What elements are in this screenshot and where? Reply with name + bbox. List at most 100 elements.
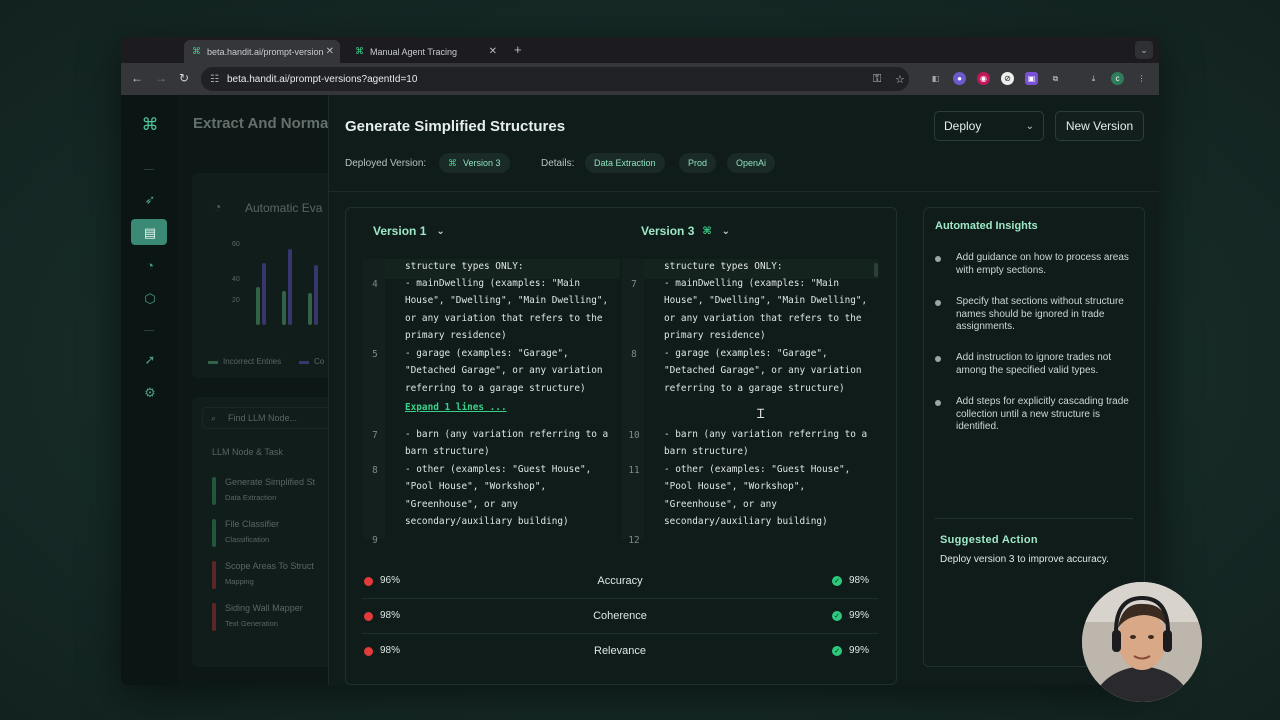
download-icon[interactable]: ⤓ (1091, 73, 1096, 83)
metric-left-value: 96% (380, 575, 401, 586)
panel-title: Generate Simplified Structures (345, 118, 566, 135)
evaluation-card: ◔ Automatic Eva 60 40 20 Incorrect Entri… (192, 173, 342, 378)
metric-row: 98% Relevance ✓ 99% (362, 635, 878, 669)
right-gutter (622, 259, 644, 539)
chart-bar (308, 293, 312, 325)
suggested-action-text: Deploy version 3 to improve accuracy. (940, 554, 1109, 565)
chart-bar (314, 265, 318, 325)
metric-name: Relevance (594, 645, 646, 657)
llm-node-list-header: LLM Node & Task (212, 447, 283, 457)
code-line: - garage (examples: "Garage", "Detached … (405, 348, 603, 394)
rail-active-item[interactable] (131, 219, 167, 245)
tab-search-chevron-icon[interactable]: ⌄ (1135, 41, 1153, 59)
expand-lines-link[interactable]: Expand 1 lines ... (405, 402, 507, 413)
line-highlight (385, 259, 620, 279)
node-task: Mapping (225, 577, 254, 586)
code-line: - mainDwelling (examples: "Main House", … (664, 278, 868, 342)
bullet-dot (935, 300, 941, 306)
search-icon: ⌕ (211, 413, 217, 423)
legend-label: Incorrect Entries (223, 357, 282, 366)
metric-name: Coherence (593, 610, 647, 622)
node-name[interactable]: File Classifier (225, 519, 280, 529)
left-version-selector[interactable]: Version 1 ⌄ (373, 224, 445, 238)
tab-title: beta.handit.ai/prompt-version (207, 46, 324, 57)
tab-strip: ⌘ beta.handit.ai/prompt-version ✕ ⌘ Manu… (121, 37, 1159, 63)
cube-icon[interactable]: ⬡ (144, 291, 156, 306)
forward-icon[interactable]: → (155, 71, 167, 85)
bullet-dot (935, 356, 941, 362)
back-icon[interactable]: ← (131, 71, 143, 85)
site-settings-icon[interactable]: ☷ (210, 73, 219, 85)
detail-badge: OpenAi (727, 153, 776, 173)
right-version-selector[interactable]: Version 3 ⌘ ⌄ (641, 224, 730, 238)
metric-right-value: 99% (849, 610, 870, 621)
handit-logo-icon: ⌘ (355, 46, 364, 56)
evaluation-card-title: Automatic Eva (245, 201, 323, 215)
settings-gear-icon[interactable]: ⚙ (144, 385, 156, 400)
llm-node-search[interactable]: ⌕ Find LLM Node... (202, 407, 342, 429)
prompt-versions-icon[interactable]: ▤ (143, 225, 157, 240)
code-line: structure types ONLY: (405, 261, 524, 272)
rail-divider (144, 169, 154, 170)
insight-text: Add guidance on how to process areas wit… (956, 252, 1129, 276)
diff-scrollbar[interactable] (874, 263, 878, 277)
line-number: 4 (372, 279, 378, 290)
chart-pie-icon: ◔ (214, 200, 222, 214)
kebab-menu-icon[interactable]: ⋮ (1137, 74, 1146, 83)
chevron-down-icon: ⌄ (1025, 120, 1034, 132)
extension-icon-5[interactable]: ▣ (1025, 72, 1038, 85)
dashboard-gauge-icon[interactable]: ◔ (146, 258, 154, 273)
node-name[interactable]: Generate Simplified St (225, 477, 316, 487)
rocket-icon[interactable]: ➶ (144, 192, 156, 207)
left-version-label: Version 1 (373, 224, 427, 238)
chart-tick: 40 (232, 276, 240, 283)
tab-title: Manual Agent Tracing (370, 46, 458, 57)
extensions-puzzle-icon[interactable]: ⧉ (1052, 73, 1059, 83)
launch-icon[interactable]: ➚ (144, 352, 156, 367)
line-number: 8 (372, 465, 378, 476)
line-highlight (644, 259, 879, 279)
node-status-bar (212, 603, 216, 631)
automated-insights-card: Automated Insights Add guidance on how t… (923, 207, 1145, 667)
deploy-dropdown-label: Deploy (944, 119, 982, 133)
node-name[interactable]: Scope Areas To Struct (225, 561, 314, 571)
reload-icon[interactable]: ↻ (179, 71, 190, 85)
chart-tick: 60 (232, 241, 240, 248)
browser-tab-agent-tracing[interactable]: ⌘ Manual Agent Tracing ✕ (347, 40, 503, 63)
address-bar: ← → ↻ ☷ beta.handit.ai/prompt-versions?a… (121, 63, 1159, 95)
extension-icon-1[interactable]: ◧ (931, 74, 940, 83)
close-tab-icon[interactable]: ✕ (488, 46, 497, 57)
password-key-icon[interactable]: ⚿ (873, 72, 882, 85)
insight-text: Add steps for explicitly cascading trade… (956, 396, 1129, 432)
profile-avatar[interactable]: c (1111, 72, 1124, 85)
browser-tab-prompt-versions[interactable]: ⌘ beta.handit.ai/prompt-version ✕ (184, 40, 340, 63)
line-number: 5 (372, 349, 378, 360)
extension-icon-2[interactable]: ● (953, 72, 966, 85)
close-tab-icon[interactable]: ✕ (325, 46, 334, 57)
extension-icon-3[interactable]: ◉ (977, 72, 990, 85)
line-number: 12 (628, 535, 640, 546)
line-number: 9 (372, 535, 378, 546)
line-number: 11 (628, 465, 640, 476)
bookmark-star-icon[interactable]: ☆ (895, 73, 905, 86)
code-line: - other (examples: "Guest House", "Pool … (664, 464, 851, 528)
new-version-button[interactable]: New Version (1055, 111, 1144, 141)
deployed-version-badge: ⌘ Version 3 (439, 153, 510, 173)
app: ⌘ ➶ ▤ ◔ ⬡ ➚ ⚙ Extract And Norma ◔ Automa… (121, 95, 1159, 685)
suggested-action-title: Suggested Action (940, 534, 1038, 546)
extension-icon-4[interactable]: ⊘ (1001, 72, 1014, 85)
code-line: - barn (any variation referring to a bar… (405, 429, 609, 458)
deploy-dropdown[interactable]: Deploy ⌄ (934, 111, 1044, 141)
handit-logo-icon[interactable]: ⌘ (141, 115, 159, 134)
rail-divider (144, 330, 154, 331)
chart-bar (256, 287, 260, 325)
url-field[interactable]: ☷ beta.handit.ai/prompt-versions?agentId… (201, 67, 909, 91)
node-name[interactable]: Siding Wall Mapper (225, 603, 303, 613)
line-number: 8 (631, 349, 637, 360)
url-text: beta.handit.ai/prompt-versions?agentId=1… (227, 73, 418, 85)
new-tab-icon[interactable]: + (514, 42, 522, 57)
deployed-version-label: Deployed Version: (345, 158, 427, 169)
status-red-dot (364, 612, 373, 621)
metric-name: Accuracy (597, 575, 643, 587)
prompt-version-panel: Generate Simplified Structures Deploy ⌄ … (328, 95, 1159, 685)
